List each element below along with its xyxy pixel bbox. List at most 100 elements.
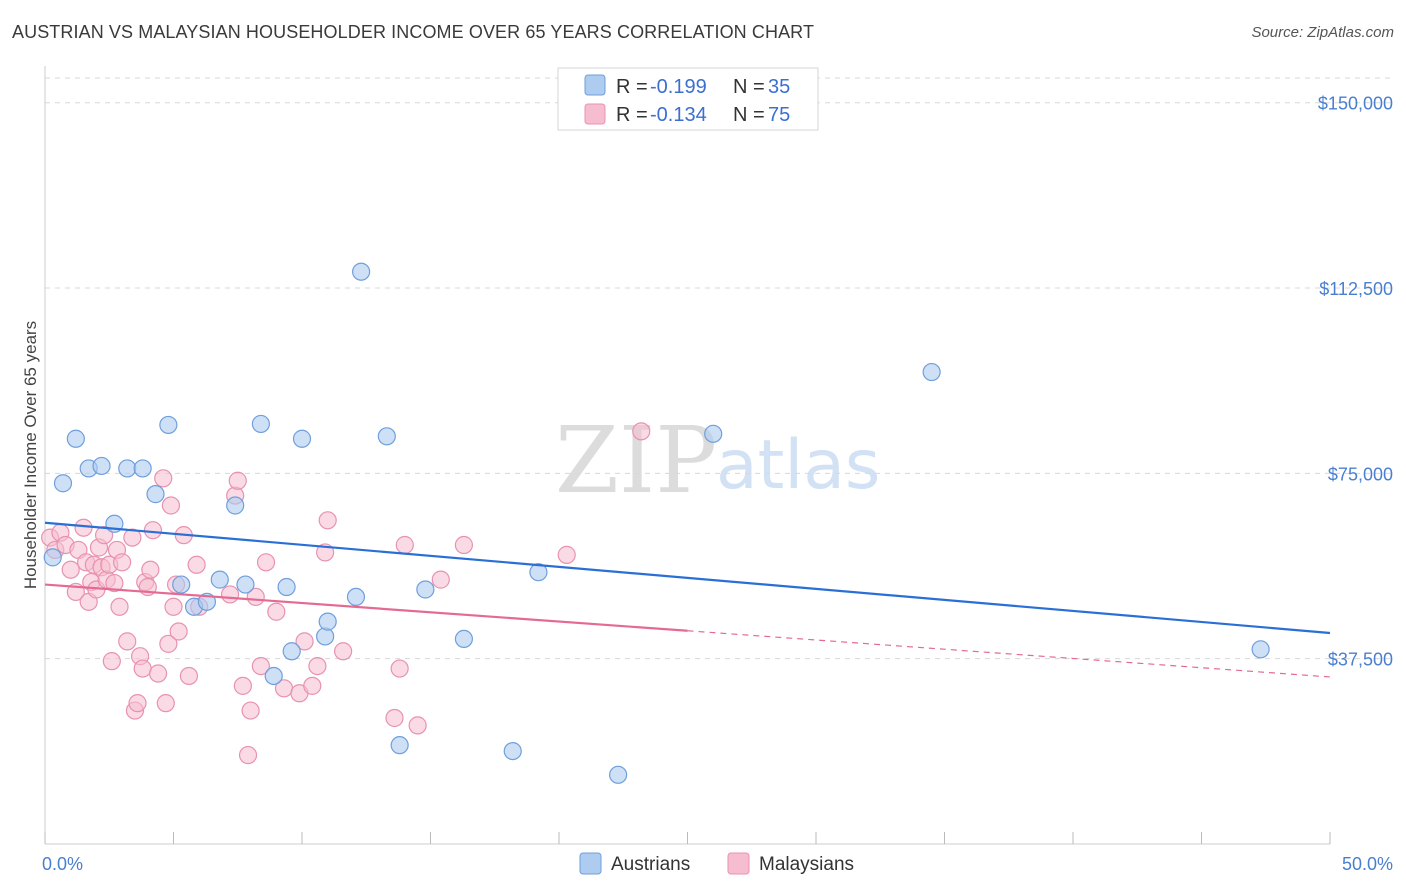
legend-n-label-austrians: N = bbox=[733, 76, 765, 98]
trend-lines bbox=[44, 521, 1331, 678]
series-legend: Austrians Malaysians bbox=[579, 852, 854, 875]
y-tick-label: $150,000 bbox=[1318, 94, 1393, 114]
malaysians-point bbox=[241, 701, 260, 720]
axes bbox=[44, 66, 1331, 845]
austrians-point bbox=[316, 627, 335, 646]
malaysians-point bbox=[179, 666, 199, 686]
bottom-legend-austrians: Austrians bbox=[611, 854, 690, 875]
malaysians-point bbox=[159, 634, 178, 653]
malaysians-point bbox=[112, 553, 132, 572]
malaysians-point bbox=[395, 535, 414, 555]
legend-n-value-austrians: 35 bbox=[768, 76, 790, 98]
austrians-point bbox=[251, 414, 270, 434]
malaysians-point bbox=[105, 573, 124, 593]
watermark-zip: ZIP bbox=[555, 407, 717, 514]
malaysians-point bbox=[233, 676, 252, 695]
austrians-point bbox=[390, 736, 409, 755]
malaysians-point bbox=[251, 656, 270, 676]
legend-swatch-austrians bbox=[584, 74, 606, 96]
malaysians-point bbox=[267, 602, 286, 621]
legend-swatch-malaysians bbox=[584, 103, 606, 125]
malaysians-point bbox=[95, 526, 114, 545]
austrians-point bbox=[609, 765, 628, 784]
austrians-point bbox=[318, 612, 337, 631]
austrians-point bbox=[118, 459, 137, 478]
malaysians-point bbox=[169, 622, 188, 641]
malaysians-point bbox=[118, 632, 137, 651]
malaysians-point bbox=[187, 555, 206, 574]
malaysians-point bbox=[133, 659, 152, 678]
malaysians-point bbox=[123, 528, 142, 547]
bottom-legend-swatch-austrians bbox=[579, 852, 602, 875]
austrians-point bbox=[226, 496, 245, 515]
malaysians-point bbox=[156, 694, 175, 713]
austrians-point bbox=[454, 629, 474, 649]
malaysians-point bbox=[141, 560, 160, 579]
malaysians-point bbox=[557, 545, 576, 564]
austrians-point bbox=[210, 570, 229, 589]
source-label: Source: ZipAtlas.com bbox=[1251, 24, 1394, 41]
y-tick-label: $75,000 bbox=[1328, 464, 1393, 484]
watermark-atlas: atlas bbox=[716, 426, 880, 505]
austrians-point bbox=[43, 548, 62, 567]
legend-r-label-malaysians: R = bbox=[616, 104, 648, 126]
bottom-legend-malaysians: Malaysians bbox=[759, 854, 854, 875]
malaysians-point bbox=[238, 745, 258, 765]
malaysians-point bbox=[110, 597, 129, 616]
austrians-point bbox=[92, 456, 111, 476]
austrians-point bbox=[704, 424, 723, 443]
malaysians-point bbox=[128, 694, 147, 713]
legend-r-value-austrians: -0.199 bbox=[650, 76, 707, 98]
austrians-point bbox=[133, 459, 152, 478]
austrians-point bbox=[264, 666, 283, 686]
x-tick-label-max: 50.0% bbox=[1342, 854, 1393, 874]
legend-n-label-malaysians: N = bbox=[733, 104, 765, 126]
austrians-point bbox=[377, 427, 396, 446]
malaysians-trend-line bbox=[44, 583, 688, 632]
austrians-point bbox=[292, 429, 312, 448]
malaysians-point bbox=[408, 716, 427, 735]
austrians-point bbox=[236, 575, 255, 594]
tick-labels: $37,500 $75,000 $112,500 $150,000 0.0% 50.0% bbox=[42, 94, 1393, 874]
austrians-point bbox=[346, 587, 366, 607]
y-tick-label: $112,500 bbox=[1319, 279, 1393, 299]
malaysians-point bbox=[632, 422, 651, 441]
malaysians-point bbox=[295, 632, 314, 651]
austrians-point bbox=[172, 575, 191, 594]
legend-n-value-malaysians: 75 bbox=[768, 104, 790, 126]
malaysians-point bbox=[161, 496, 181, 515]
x-tick-label-min: 0.0% bbox=[42, 854, 83, 874]
malaysians-point bbox=[102, 652, 121, 671]
malaysians-point bbox=[61, 560, 80, 579]
austrians-point bbox=[352, 262, 371, 281]
bottom-legend-swatch-malaysians bbox=[727, 852, 750, 875]
austrians-point bbox=[146, 485, 165, 504]
malaysians-point bbox=[334, 642, 353, 661]
austrians-point bbox=[282, 642, 301, 661]
austrians-point bbox=[159, 415, 178, 435]
correlation-legend: R = -0.199 N = 35 R = -0.134 N = 75 bbox=[557, 67, 819, 131]
malaysians-point bbox=[256, 553, 276, 572]
malaysians-point bbox=[228, 471, 247, 490]
austrians-point bbox=[66, 429, 85, 448]
malaysians-point bbox=[318, 511, 337, 530]
austrians-point bbox=[416, 580, 435, 599]
austrians-point bbox=[277, 577, 296, 597]
malaysians-point bbox=[385, 708, 404, 728]
series-austrians bbox=[43, 262, 1270, 784]
malaysians-point bbox=[308, 656, 327, 676]
malaysians-trend-line-extension bbox=[687, 630, 1331, 678]
malaysians-point bbox=[303, 676, 322, 695]
y-tick-label: $37,500 bbox=[1328, 650, 1393, 670]
grid-lines bbox=[45, 77, 1395, 660]
austrians-point bbox=[1251, 640, 1270, 659]
malaysians-point bbox=[246, 587, 265, 607]
malaysians-point bbox=[74, 518, 93, 537]
malaysians-point bbox=[154, 469, 173, 488]
malaysians-point bbox=[431, 570, 450, 589]
austrians-point bbox=[922, 362, 941, 382]
austrians-point bbox=[503, 741, 522, 761]
chart-title: AUSTRIAN VS MALAYSIAN HOUSEHOLDER INCOME… bbox=[12, 22, 815, 42]
austrians-point bbox=[529, 563, 548, 582]
